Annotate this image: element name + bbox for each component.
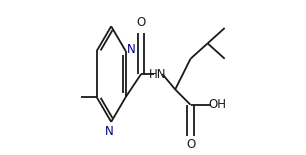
Text: OH: OH — [208, 98, 226, 111]
Text: HN: HN — [149, 68, 167, 81]
Text: O: O — [136, 16, 146, 29]
Text: N: N — [105, 125, 114, 138]
Text: O: O — [186, 138, 195, 151]
Text: N: N — [127, 43, 136, 56]
